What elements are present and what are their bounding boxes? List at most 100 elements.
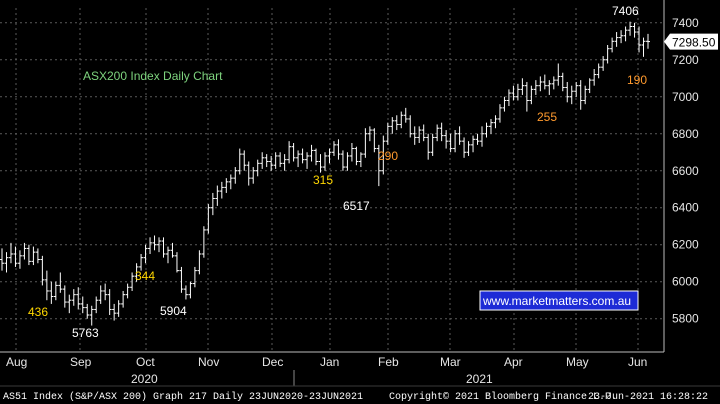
ohlc-bar bbox=[157, 237, 162, 253]
ohlc-bar bbox=[426, 133, 431, 160]
ohlc-bar bbox=[85, 303, 90, 319]
ohlc-bar bbox=[44, 270, 49, 301]
ohlc-bar bbox=[148, 237, 153, 254]
ohlc-bar bbox=[619, 30, 624, 44]
ohlc-bar bbox=[367, 126, 372, 142]
x-tick-label: Oct bbox=[136, 355, 155, 369]
ohlc-bar bbox=[641, 37, 646, 57]
ohlc-bar bbox=[8, 242, 13, 264]
ohlc-bar bbox=[556, 63, 561, 86]
ohlc-bar bbox=[462, 137, 467, 158]
ohlc-bar bbox=[251, 167, 256, 184]
x-tick-label: May bbox=[566, 355, 589, 369]
ohlc-bar bbox=[197, 250, 202, 275]
ohlc-bar bbox=[269, 155, 274, 171]
ohlc-bar bbox=[376, 144, 381, 187]
ohlc-bar bbox=[139, 253, 144, 271]
ohlc-bar bbox=[408, 115, 413, 138]
ohlc-bar bbox=[94, 296, 99, 314]
website-link[interactable]: www.marketmatters.com.au bbox=[482, 294, 631, 308]
ohlc-bar bbox=[13, 246, 18, 267]
ohlc-bar bbox=[601, 56, 606, 71]
ohlc-bar bbox=[358, 152, 363, 168]
ohlc-bar bbox=[439, 122, 444, 142]
footer-center: Copyright© 2021 Bloomberg Finance L.P. bbox=[389, 391, 617, 403]
x-tick-label: Aug bbox=[6, 355, 27, 369]
x-tick-label: Dec bbox=[262, 355, 283, 369]
ohlc-bar bbox=[323, 152, 327, 171]
ohlc-bar bbox=[76, 287, 81, 310]
ohlc-bar bbox=[246, 161, 251, 186]
ohlc-bar bbox=[430, 133, 435, 156]
annotation-label: 5763 bbox=[72, 326, 99, 340]
ohlc-bar bbox=[533, 80, 538, 95]
website-box[interactable]: www.marketmatters.com.au bbox=[479, 290, 639, 311]
ohlc-bar bbox=[435, 124, 440, 142]
ohlc-bar bbox=[40, 255, 45, 286]
ohlc-bar bbox=[547, 80, 552, 95]
ohlc-bar bbox=[22, 242, 27, 260]
ohlc-bar bbox=[228, 174, 233, 190]
ohlc-bar bbox=[632, 22, 637, 38]
ohlc-bar bbox=[116, 300, 121, 317]
y-tick-label: 7200 bbox=[672, 53, 699, 67]
y-tick-label: 6000 bbox=[672, 275, 699, 289]
ohlc-bar bbox=[390, 117, 395, 134]
ohlc-bar bbox=[394, 115, 399, 131]
ohlc-bar bbox=[628, 21, 633, 36]
annotation-label: 255 bbox=[537, 110, 557, 124]
ohlc-bar bbox=[637, 26, 642, 53]
ohlc-bar bbox=[121, 290, 126, 308]
annotation-label: 190 bbox=[627, 73, 647, 87]
ohlc-bar bbox=[421, 124, 426, 142]
ohlc-bar bbox=[592, 69, 597, 86]
ohlc-bar bbox=[444, 130, 449, 149]
ohlc-bar bbox=[0, 248, 4, 271]
annotation-label: 315 bbox=[313, 173, 333, 187]
ohlc-bar bbox=[291, 143, 296, 162]
ohlc-bar bbox=[614, 32, 619, 47]
annotation-label: 436 bbox=[28, 305, 48, 319]
ohlc-bar bbox=[219, 181, 224, 199]
x-tick-label: Nov bbox=[198, 355, 219, 369]
ohlc-bar bbox=[201, 226, 206, 258]
y-tick-label: 7000 bbox=[672, 90, 699, 104]
x-tick-label: Jun bbox=[628, 355, 647, 369]
ohlc-bar bbox=[125, 283, 130, 299]
last-price-tag-background bbox=[664, 33, 718, 50]
footer-right: 23-Jun-2021 16:28:22 bbox=[588, 392, 708, 403]
ohlc-bar bbox=[152, 235, 157, 251]
ohlc-bar bbox=[381, 135, 386, 175]
ohlc-bar bbox=[560, 72, 565, 92]
ohlc-bar bbox=[502, 96, 507, 112]
ohlc-bar bbox=[596, 63, 601, 79]
ohlc-bar bbox=[130, 272, 135, 291]
ohlc-bar bbox=[242, 150, 247, 171]
ohlc-bar bbox=[273, 152, 278, 169]
ohlc-bar bbox=[17, 250, 22, 269]
ohlc-bar bbox=[574, 81, 579, 97]
ohlc-bar bbox=[314, 148, 319, 166]
ohlc-bar bbox=[233, 167, 238, 184]
ohlc-bar bbox=[471, 135, 476, 153]
ohlc-bar bbox=[237, 148, 242, 175]
ohlc-bar bbox=[318, 154, 323, 173]
ohlc-bar bbox=[605, 44, 610, 64]
ohlc-bar bbox=[515, 83, 520, 101]
x-tick-label: Sep bbox=[70, 355, 92, 369]
ohlc-bar bbox=[26, 244, 31, 266]
y-tick-label: 5800 bbox=[672, 312, 699, 326]
ohlc-bar bbox=[161, 237, 166, 258]
ohlc-bar bbox=[520, 78, 525, 95]
ohlc-bar bbox=[264, 154, 269, 168]
ohlc-bar bbox=[103, 283, 108, 301]
ohlc-bar bbox=[403, 107, 408, 123]
ohlc-bar bbox=[53, 281, 58, 301]
annotation-label: 344 bbox=[135, 269, 155, 283]
ohlc-bar bbox=[511, 85, 516, 101]
ohlc-bar bbox=[578, 80, 583, 110]
ohlc-bar bbox=[497, 104, 502, 123]
ohlc-bar bbox=[58, 272, 63, 293]
ohlc-bar bbox=[538, 76, 543, 92]
